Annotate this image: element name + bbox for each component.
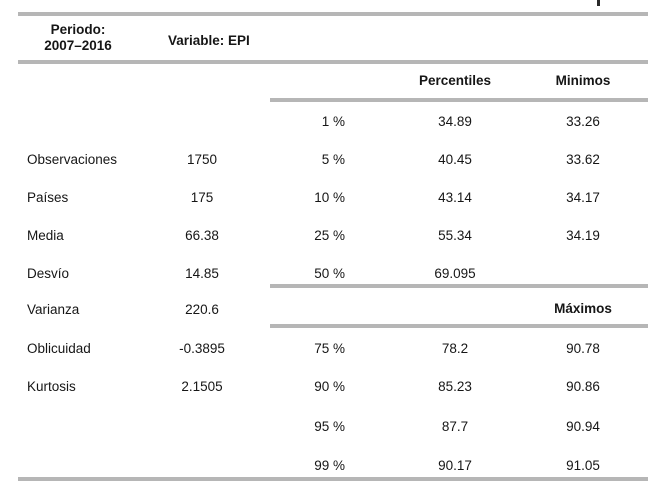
stat-label: Media (27, 228, 64, 243)
stat-label: Varianza (27, 302, 80, 317)
percentile-label: 1 % (321, 114, 345, 129)
stat-label: Países (27, 190, 69, 205)
stat-label: Oblicuidad (27, 341, 91, 356)
extreme-value: 34.17 (566, 190, 600, 205)
extreme-value: 90.94 (566, 419, 600, 434)
stat-value: 14.85 (185, 266, 219, 281)
percentile-value: 85.23 (438, 379, 472, 394)
extreme-value: 33.26 (566, 114, 600, 129)
stat-label: Kurtosis (27, 379, 76, 394)
percentile-label: 99 % (314, 458, 345, 473)
stat-value: 1750 (186, 152, 218, 167)
stat-value: 2.1505 (181, 379, 223, 394)
percentile-value: 87.7 (441, 419, 469, 434)
percentile-label: 10 % (314, 190, 345, 205)
percentile-value: 69.095 (434, 266, 476, 281)
percentile-value: 34.89 (438, 114, 472, 129)
percentile-label: 5 % (321, 152, 345, 167)
percentile-label: 50 % (314, 266, 345, 281)
column-header-minimos: Minimos (555, 73, 611, 88)
rule-percentiles-header-bottom (270, 98, 648, 102)
period-label: Periodo: (50, 22, 106, 37)
stat-value: 220.6 (185, 302, 219, 317)
percentile-label: 95 % (314, 419, 345, 434)
rule-maximos-bottom (270, 324, 648, 328)
stat-value: 175 (190, 190, 214, 205)
percentile-value: 43.14 (438, 190, 472, 205)
percentile-value: 55.34 (438, 228, 472, 243)
extreme-value: 33.62 (566, 152, 600, 167)
extreme-value: 34.19 (566, 228, 600, 243)
percentile-value: 78.2 (441, 341, 469, 356)
percentile-value: 40.45 (438, 152, 472, 167)
percentile-label: 25 % (314, 228, 345, 243)
stat-value: 66.38 (185, 228, 219, 243)
extreme-value: 90.86 (566, 379, 600, 394)
cropped-text-tick (597, 0, 600, 6)
rule-top (18, 12, 648, 16)
stat-label: Desvío (27, 266, 70, 281)
percentile-value: 90.17 (438, 458, 472, 473)
percentile-label: 90 % (314, 379, 345, 394)
variable-header: Variable: EPI (168, 33, 250, 48)
period-header: Periodo: 2007–2016 (18, 22, 138, 54)
extreme-value: 90.78 (566, 341, 600, 356)
rule-maximos-top (270, 284, 648, 288)
percentile-label: 75 % (314, 341, 345, 356)
extreme-value: 91.05 (566, 458, 600, 473)
stat-value: -0.3895 (179, 341, 225, 356)
stat-label: Observaciones (27, 152, 118, 167)
column-header-maximos: Máximos (554, 301, 612, 316)
period-value: 2007–2016 (44, 38, 112, 53)
column-header-percentiles: Percentiles (418, 73, 492, 88)
rule-bottom (18, 477, 648, 481)
rule-header-bottom (18, 60, 648, 64)
